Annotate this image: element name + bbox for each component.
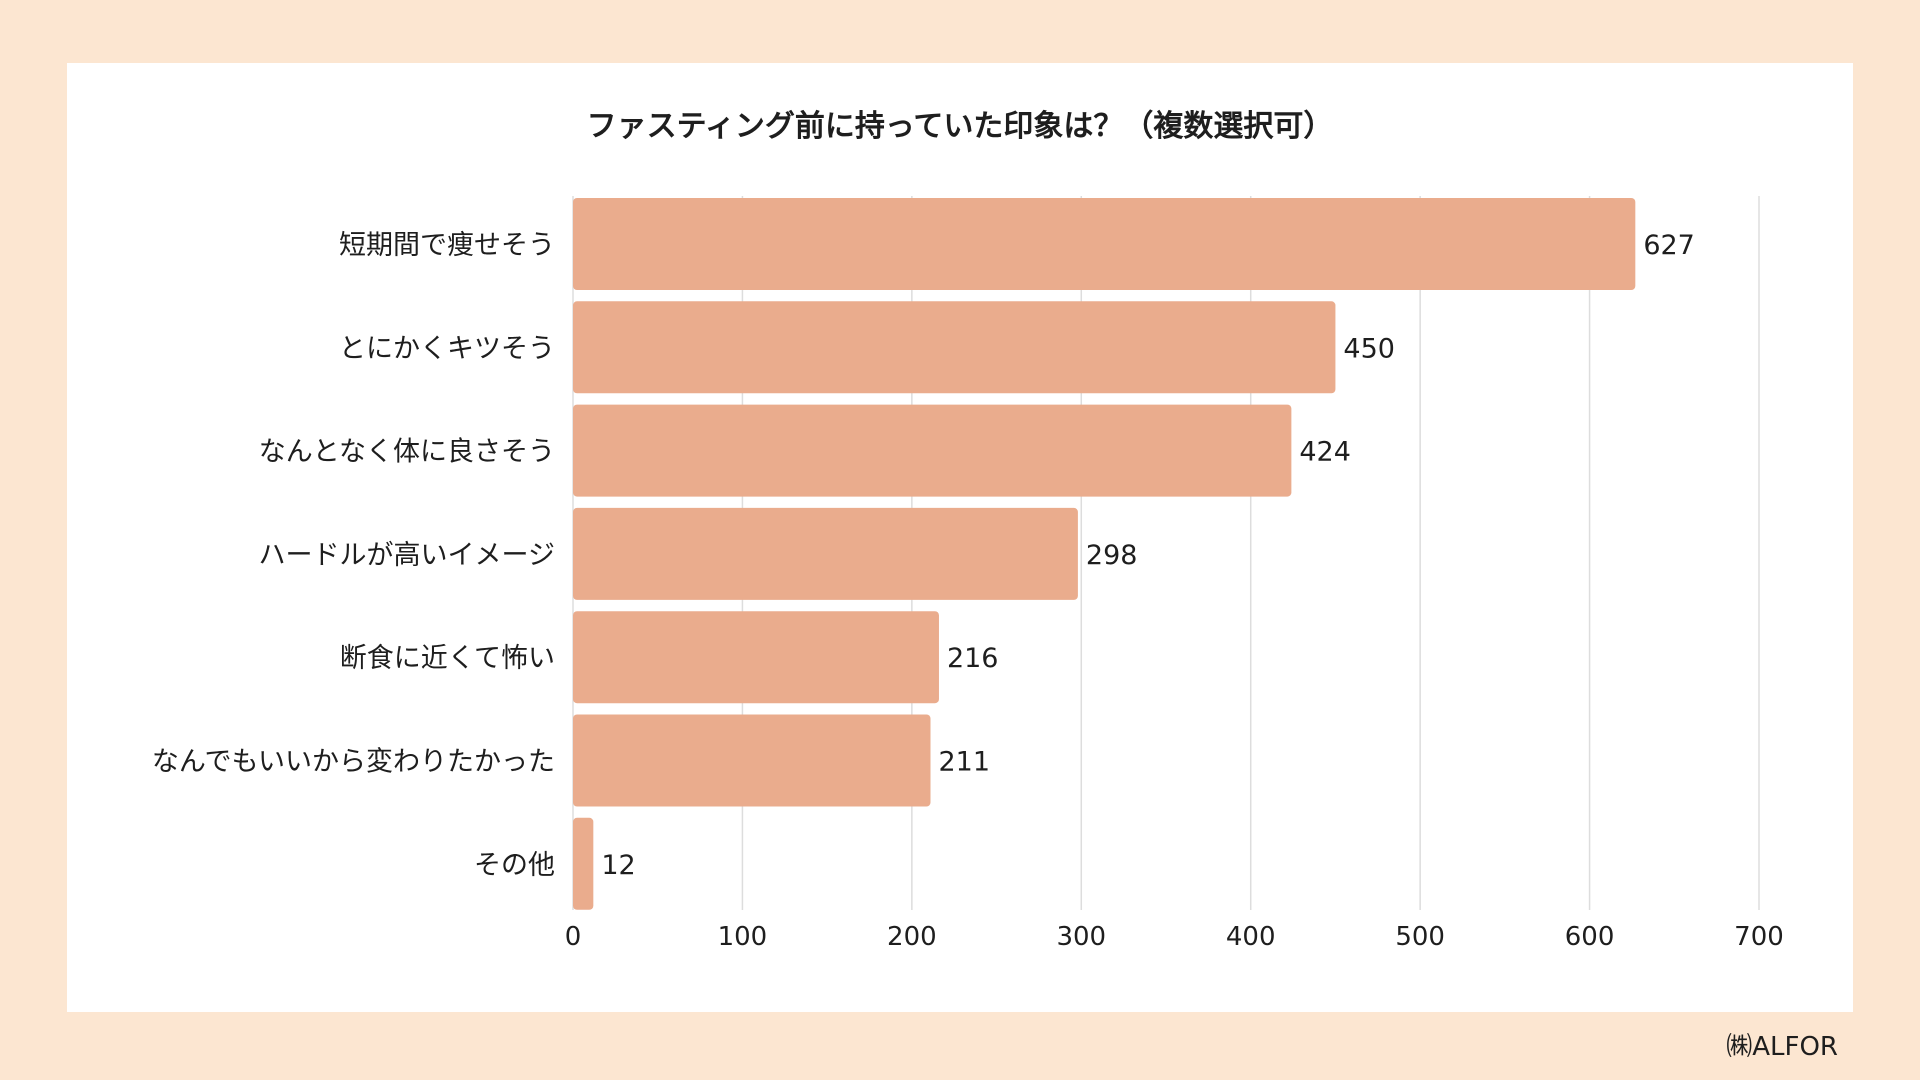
value-label: 424 [1299,437,1351,468]
x-tick-label: 500 [1395,922,1445,952]
value-label: 450 [1343,333,1395,364]
x-tick-label: 700 [1734,922,1784,952]
category-label: なんでもいいから変わりたかった [152,747,555,778]
bars [573,198,1636,910]
bar [573,301,1336,394]
x-tick-label: 300 [1056,922,1106,952]
bar [573,507,1078,600]
bar [573,817,594,910]
bar [573,611,939,704]
category-label: 短期間で痩せそう [339,230,555,261]
chart-title: ファスティング前に持っていた印象は？（複数選択可） [586,109,1334,144]
value-label: 627 [1643,230,1695,261]
bar-chart: 短期間で痩せそうとにかくキツそうなんとなく体に良さそうハードルが高いイメージ断食… [152,196,1784,952]
x-tick-label: 200 [887,922,937,952]
company-credit: ㈱ALFOR [1726,1032,1838,1062]
category-label: なんとなく体に良さそう [259,437,555,468]
value-label: 211 [938,747,990,778]
x-tick-label: 600 [1565,922,1615,952]
x-tick-label: 0 [565,922,582,952]
value-label: 12 [601,850,635,881]
bar [573,198,1636,290]
bar [573,714,931,807]
x-tick-label: 400 [1226,922,1276,952]
category-label: 断食に近くて怖い [340,643,555,674]
category-label: その他 [474,850,555,881]
category-labels: 短期間で痩せそうとにかくキツそうなんとなく体に良さそうハードルが高いイメージ断食… [152,230,555,881]
x-tick-label: 100 [718,922,768,952]
category-label: ハードルが高いイメージ [259,540,555,571]
value-label: 298 [1086,540,1138,571]
bar [573,404,1292,497]
value-labels: 627 450 424 298 216 211 12 [601,230,1695,881]
category-label: とにかくキツそう [339,333,555,364]
value-label: 216 [947,643,999,674]
x-axis-ticks: 0 100 200 300 400 500 600 700 [565,922,1784,952]
chart-card: ファスティング前に持っていた印象は？（複数選択可） 短期間で痩せそう とにかくキツ… [67,63,1853,1012]
